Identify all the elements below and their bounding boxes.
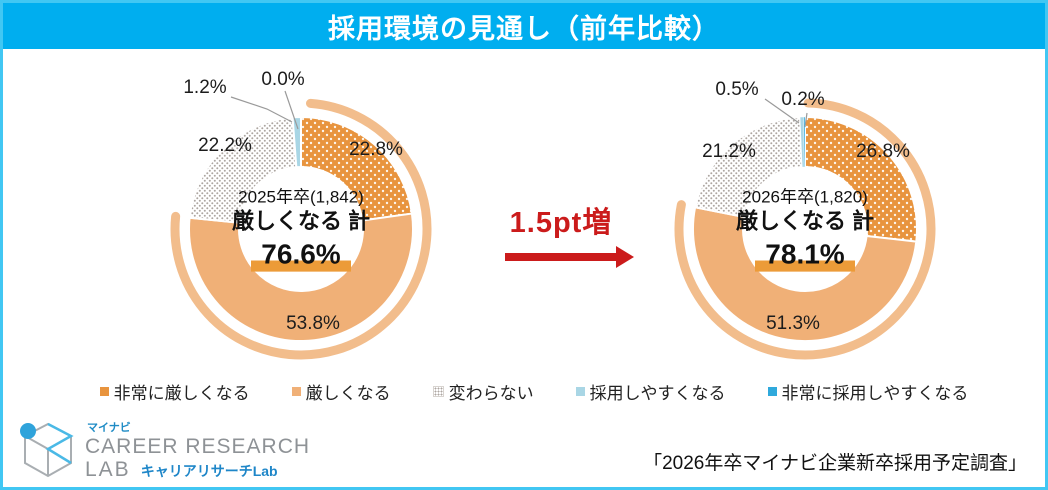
severe-total-caption: 厳しくなる 計 [231, 208, 371, 234]
slice-label: 53.8% [286, 313, 340, 334]
logo-text: マイナビ CAREER RESEARCH LAB キャリアリサーチLab [85, 419, 310, 481]
severe-total-arc [170, 98, 432, 360]
slice-label: 0.2% [781, 89, 824, 110]
severe-total-arc [674, 98, 936, 360]
slice-label: 21.2% [702, 141, 756, 162]
chart-legend: 非常に厳しくなる 厳しくなる 変わらない 採用しやすくなる 非常に採用しやすくな… [33, 379, 1035, 404]
label-leader-line [764, 98, 800, 124]
donut-slice-1 [692, 206, 918, 342]
legend-item-easier: 採用しやすくなる [575, 379, 726, 404]
career-research-lab-logo: マイナビ CAREER RESEARCH LAB キャリアリサーチLab [19, 419, 310, 481]
source-citation: 「2026年卒マイナビ企業新卒採用予定調査」 [643, 453, 1027, 474]
delta-annotation: 1.5pt増 [471, 199, 651, 268]
legend-item-much-easier: 非常に採用しやすくなる [767, 379, 969, 404]
legend-item-very-severe: 非常に厳しくなる [99, 379, 250, 404]
severe-total-caption: 厳しくなる 計 [735, 208, 875, 234]
donut-slice-3 [291, 116, 302, 169]
legend-item-no-change: 変わらない [432, 379, 534, 404]
label-leader-line [804, 112, 808, 128]
donut-chart-2025-svg: 22.8% 53.8% 22.2% 1.2% 0.0% [170, 69, 432, 360]
severe-total-value: 78.1% [755, 236, 855, 272]
donut-slice-0 [300, 116, 413, 222]
logo-line3-jp: キャリアリサーチLab [140, 462, 278, 479]
donut-chart-2026-svg: 26.8% 51.3% 21.2% 0.5% 0.2% [674, 79, 936, 360]
severe-total-value: 76.6% [251, 236, 351, 272]
donut-chart-2026: 26.8% 51.3% 21.2% 0.5% 0.2% 2026年卒(1,820) 厳し… [625, 57, 985, 389]
right-arrow-icon [505, 246, 634, 268]
donut-slice-4 [803, 116, 806, 168]
donut-center-label-2026: 2026年卒(1,820) 厳しくなる 計 78.1% [685, 187, 925, 272]
legend-label: 厳しくなる [305, 384, 391, 403]
page-title: 採用環境の見通し（前年比較） [328, 13, 720, 44]
title-banner: 採用環境の見通し（前年比較） [3, 3, 1045, 49]
slice-label: 1.2% [183, 77, 226, 98]
legend-label: 非常に採用しやすくなる [781, 384, 969, 403]
legend-marker-no-change [432, 386, 444, 397]
label-leader-line [230, 96, 293, 123]
legend-label: 変わらない [448, 384, 534, 403]
legend-item-severe: 厳しくなる [291, 379, 391, 404]
legend-marker-much-easier [767, 387, 777, 396]
slice-label: 26.8% [856, 141, 910, 162]
slice-label: 22.2% [198, 135, 252, 156]
logo-line1: CAREER RESEARCH [85, 434, 311, 458]
logo-brand-small: マイナビ [87, 421, 131, 434]
legend-label: 非常に厳しくなる [113, 384, 250, 403]
legend-marker-very-severe [99, 387, 109, 396]
cube-logo-icon [20, 422, 74, 478]
slice-label: 0.5% [715, 79, 758, 100]
donut-slice-1 [188, 212, 414, 343]
slice-label: 22.8% [349, 139, 403, 160]
slice-label: 51.3% [766, 313, 820, 334]
slice-label: 0.0% [261, 69, 304, 90]
cohort-sample-size: 2025年卒(1,842) [238, 187, 364, 207]
logo-line2: LAB [85, 457, 131, 481]
label-leader-line [284, 90, 299, 130]
legend-marker-severe [291, 387, 301, 396]
donut-slice-0 [804, 116, 918, 243]
legend-label: 採用しやすくなる [589, 384, 726, 403]
delta-text: 1.5pt増 [509, 207, 613, 239]
cohort-sample-size: 2026年卒(1,820) [742, 187, 868, 207]
donut-center-label-2025: 2025年卒(1,842) 厳しくなる 計 76.6% [181, 187, 421, 272]
legend-marker-easier [575, 387, 585, 396]
donut-chart-2025: 22.8% 53.8% 22.2% 1.2% 0.0% 2025年卒(1,842) 厳し… [121, 57, 481, 389]
